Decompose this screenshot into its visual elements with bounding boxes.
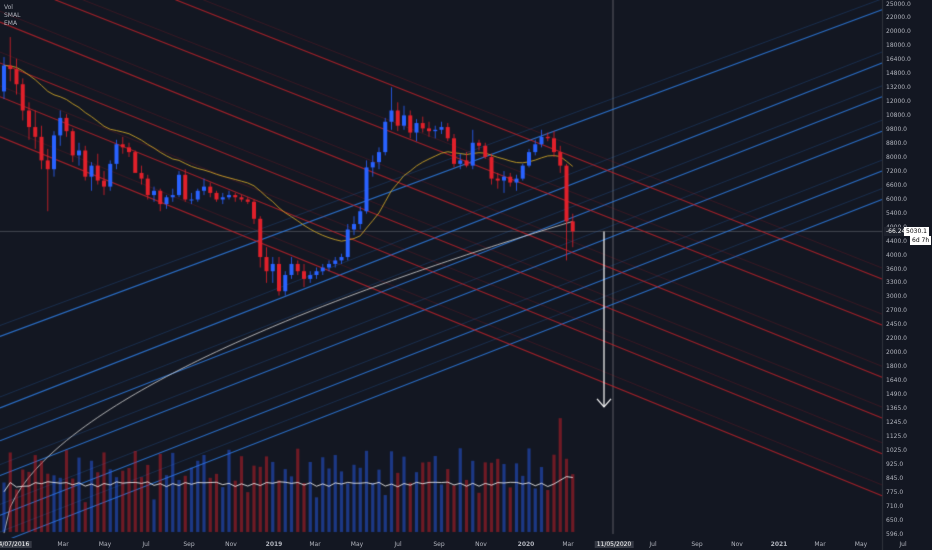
y-tick-label: 3300.0	[886, 279, 907, 287]
countdown-tag: 6d 7h	[910, 236, 932, 245]
x-tick-label: Sep	[691, 541, 703, 548]
y-tick-label: 845.0	[886, 474, 904, 482]
change-tag: -66.24%	[884, 227, 914, 236]
y-tick-label: 925.0	[886, 460, 904, 468]
y-tick-label: 2000.0	[886, 349, 907, 357]
legend-ema: EMA	[4, 20, 18, 27]
y-tick-label: 13200.0	[886, 84, 911, 92]
y-tick-label: 10800.0	[886, 112, 911, 120]
y-tick-label: 1490.0	[886, 391, 907, 399]
x-tick-label: May	[350, 541, 364, 548]
x-tick-label: May	[98, 541, 112, 548]
y-tick-label: 14800.0	[886, 70, 911, 78]
last-price-tag: 5030.1	[904, 227, 929, 236]
y-tick-label: 596.0	[886, 530, 904, 538]
x-tick-label: Mar	[57, 541, 69, 548]
x-tick-label: Sep	[183, 541, 195, 548]
x-tick-label: May	[854, 541, 868, 548]
legend-smal: SMAL	[4, 12, 21, 19]
y-tick-label: 1640.0	[886, 377, 907, 385]
y-tick-label: 22000.0	[886, 14, 911, 22]
x-tick-label: Sep	[433, 541, 445, 548]
y-tick-label: 1245.0	[886, 418, 907, 426]
x-tick-label: Mar	[562, 541, 574, 548]
x-tick-label: 2019	[265, 541, 283, 548]
y-tick-label: 3600.0	[886, 265, 907, 273]
x-tick-label: 2020	[517, 541, 535, 548]
y-tick-label: 6000.0	[886, 195, 907, 203]
legend-vol: Vol	[4, 4, 13, 11]
x-cursor-date-tag: 11/05/2020	[594, 541, 634, 548]
y-tick-label: 7200.0	[886, 167, 907, 175]
y-tick-label: 12000.0	[886, 98, 911, 106]
x-tick-label: Jul	[899, 541, 907, 548]
y-tick-label: 25000.0	[886, 0, 911, 8]
y-tick-label: 710.0	[886, 502, 904, 510]
y-tick-label: 20000.0	[886, 28, 911, 36]
x-tick-label: Nov	[475, 541, 487, 548]
y-tick-label: 5400.0	[886, 209, 907, 217]
indicator-legend: Vol SMAL EMA	[4, 4, 20, 28]
x-tick-label: Mar	[814, 541, 826, 548]
x-tick-label: Nov	[731, 541, 743, 548]
x-tick-label: Jul	[649, 541, 657, 548]
y-tick-label: 2700.0	[886, 307, 907, 315]
y-tick-label: 8000.0	[886, 153, 907, 161]
x-tick-label: Jul	[394, 541, 402, 548]
y-tick-label: 1365.0	[886, 404, 907, 412]
y-tick-label: 9800.0	[886, 126, 907, 134]
y-tick-label: 775.0	[886, 488, 904, 496]
y-tick-label: 8800.0	[886, 139, 907, 147]
y-tick-label: 2450.0	[886, 321, 907, 329]
y-tick-label: 2200.0	[886, 335, 907, 343]
x-first-date-tag: 04/07/2016	[0, 541, 32, 548]
y-tick-label: 1025.0	[886, 446, 907, 454]
x-tick-label: Mar	[309, 541, 321, 548]
x-tick-label: 2021	[770, 541, 788, 548]
y-tick-label: 6600.0	[886, 181, 907, 189]
y-tick-label: 1125.0	[886, 432, 907, 440]
x-tick-label: Nov	[225, 541, 237, 548]
y-tick-label: 1800.0	[886, 363, 907, 371]
x-tick-label: Jul	[142, 541, 150, 548]
y-tick-label: 16400.0	[886, 56, 911, 64]
y-tick-label: 3000.0	[886, 293, 907, 301]
y-tick-label: 4400.0	[886, 237, 907, 245]
y-tick-label: 650.0	[886, 516, 904, 524]
y-tick-label: 18000.0	[886, 42, 911, 50]
y-tick-label: 4000.0	[886, 251, 907, 259]
